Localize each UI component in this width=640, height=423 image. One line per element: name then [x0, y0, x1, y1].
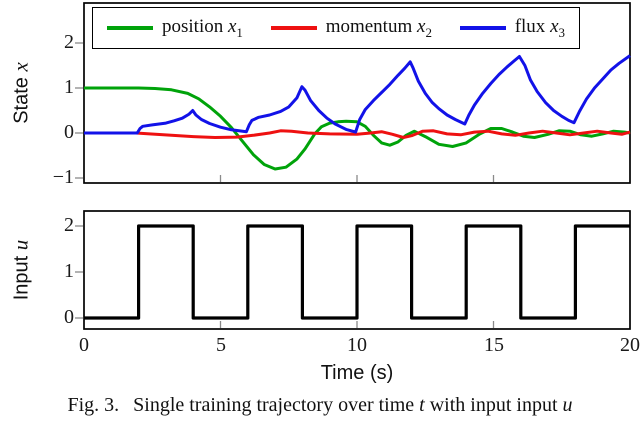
x-tick-label: 20	[620, 334, 640, 356]
x-tick-label: 0	[79, 334, 89, 356]
y-tick-label: 0	[64, 121, 74, 143]
legend-item-position: position x1	[107, 16, 243, 41]
y-tick-label: 0	[64, 306, 74, 328]
legend-label-text: momentum	[325, 15, 413, 37]
legend-label: position x1	[162, 16, 243, 41]
legend-label-var: x	[227, 15, 237, 37]
legend-label: momentum x2	[326, 16, 432, 41]
y-tick-label: 1	[64, 260, 74, 282]
legend-label-sub: 1	[236, 24, 243, 40]
legend-item-momentum: momentum x2	[270, 16, 432, 41]
legend-label-var: x	[417, 15, 426, 37]
x-axis-label: Time (s)	[320, 362, 394, 384]
position-line-swatch	[107, 25, 153, 30]
y-tick-label: 2	[64, 214, 74, 236]
series-input-u	[84, 224, 630, 320]
series-flux-x3	[84, 54, 631, 135]
figure-caption: Fig. 3. Single training trajectory over t…	[0, 394, 640, 417]
legend-label-text: position	[162, 15, 224, 37]
momentum-line-swatch	[270, 25, 317, 30]
legend-label-sub: 2	[425, 24, 432, 40]
y-axis-label-text: State	[10, 77, 33, 124]
legend-label-text: flux	[514, 15, 546, 37]
plot-box	[83, 2, 631, 184]
caption-segment: with input input	[424, 394, 563, 416]
caption-segment: Single training trajectory over time	[133, 394, 420, 416]
y-axis-label-text: Input	[10, 255, 33, 301]
y-axis-label-state: State x	[9, 62, 34, 124]
x-tick-label: 5	[216, 334, 226, 356]
y-axis-label-input: Input u	[9, 240, 34, 301]
x-tick-label: 10	[347, 334, 367, 356]
y-axis-label-var: u	[8, 239, 33, 251]
legend-label-var: x	[550, 15, 559, 37]
x-tick-label: 15	[484, 334, 504, 356]
series-momentum-x2	[84, 129, 631, 139]
caption-segment-var: t	[419, 394, 425, 416]
y-tick-label: 2	[64, 31, 74, 53]
y-axis-label-var: x	[8, 62, 33, 72]
legend: position x1 momentum x2 flux x3	[92, 7, 580, 49]
legend-label-sub: 3	[558, 24, 566, 40]
series-position-x1	[84, 86, 631, 171]
caption-figure-number: Fig. 3.	[67, 394, 120, 416]
y-tick-label: −1	[52, 166, 74, 188]
plot-box	[83, 210, 631, 330]
caption-segment-var: u	[562, 394, 573, 416]
y-tick-label: 1	[64, 76, 74, 98]
legend-item-flux: flux x3	[459, 16, 565, 41]
flux-line-swatch	[459, 25, 506, 30]
legend-label: flux x3	[515, 16, 565, 41]
